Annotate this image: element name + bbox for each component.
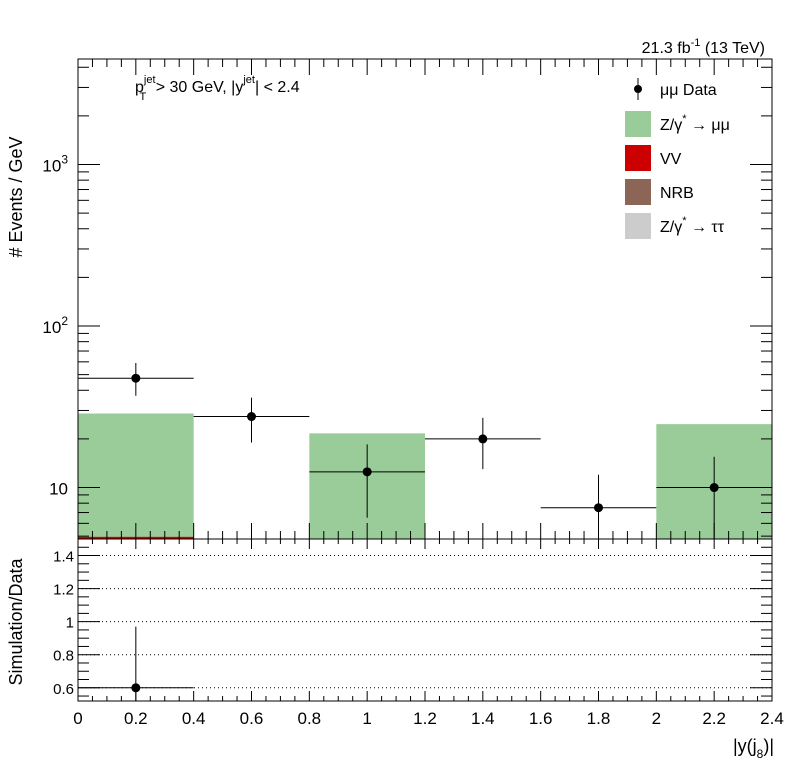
y-tick-label: 10 — [49, 480, 68, 499]
x-axis-label: |y(j8)| — [733, 736, 774, 761]
x-tick-labels: 0 0.2 0.4 0.6 0.8 1 1.2 1.4 1.6 1.8 2 2.2 2.4 — [73, 709, 784, 728]
ratio-ticks: 0.6 0.8 1 1.2 1.4 — [53, 538, 773, 701]
x-tick-label: 1.4 — [471, 709, 495, 728]
main-ticks: 10 102 103 — [42, 59, 773, 539]
ratio-data-points — [78, 626, 194, 701]
main-bars — [78, 413, 772, 539]
x-tick-label: 2.4 — [760, 709, 784, 728]
x-tick-label: 0.4 — [182, 709, 206, 728]
data-point-1 — [247, 412, 256, 422]
ratio-y-tick-label: 1 — [66, 615, 74, 632]
data-point-3 — [478, 434, 488, 444]
svg-text:VV: VV — [660, 151, 682, 168]
x-tick-label: 1.6 — [529, 709, 553, 728]
legend-nrb: NRB — [625, 179, 694, 205]
legend-vv: VV — [625, 145, 682, 171]
ratio-y-tick-label: 1.4 — [53, 549, 74, 566]
data-point-0 — [131, 373, 141, 383]
svg-text:NRB: NRB — [660, 185, 694, 202]
ratio-y-tick-label: 1.2 — [53, 582, 74, 599]
x-tick-label: 1.8 — [587, 709, 611, 728]
legend-ztautau: Z/γ* → ττ — [625, 213, 725, 239]
legend-data: μμ Data — [634, 78, 717, 100]
ratio-y-tick-label: 0.6 — [53, 681, 74, 698]
x-tick-label: 1.2 — [413, 709, 437, 728]
svg-text:μμ Data: μμ Data — [660, 82, 717, 99]
cut-label: pjet T > 30 GeV, |yjet| < 2.4 — [135, 74, 300, 103]
lumi-label: 21.3 fb-1 (13 TeV) — [642, 37, 765, 57]
x-tick-label: 0.6 — [240, 709, 264, 728]
legend-zmumu: Z/γ* → μμ — [625, 111, 730, 137]
data-point-4 — [594, 503, 603, 513]
data-point-5 — [709, 483, 719, 493]
svg-text:Z/γ* → μμ: Z/γ* → μμ — [660, 113, 730, 134]
x-tick-label: 1 — [362, 709, 371, 728]
legend: μμ Data Z/γ* → μμ VV NRB Z/γ* → ττ — [625, 78, 730, 239]
top-y-axis-label: # Events / GeV — [6, 136, 26, 257]
x-tick-label: 0 — [73, 709, 82, 728]
x-tick-label: 2 — [652, 709, 661, 728]
x-tick-label: 0.8 — [298, 709, 322, 728]
y-tick-label: 103 — [42, 152, 68, 175]
y-tick-label: 102 — [42, 314, 68, 337]
svg-text:Z/γ* → ττ: Z/γ* → ττ — [660, 215, 725, 236]
bottom-y-axis-label: Simulation/Data — [6, 557, 26, 685]
ratio-point-0 — [131, 683, 141, 693]
zmumu-bar-0 — [78, 414, 194, 539]
ratio-y-tick-label: 0.8 — [53, 648, 74, 665]
ratio-plot-frame — [77, 538, 773, 702]
x-tick-label: 0.2 — [124, 709, 148, 728]
data-point-2 — [362, 467, 372, 477]
main-data-points — [78, 363, 772, 539]
x-tick-label: 2.2 — [702, 709, 726, 728]
